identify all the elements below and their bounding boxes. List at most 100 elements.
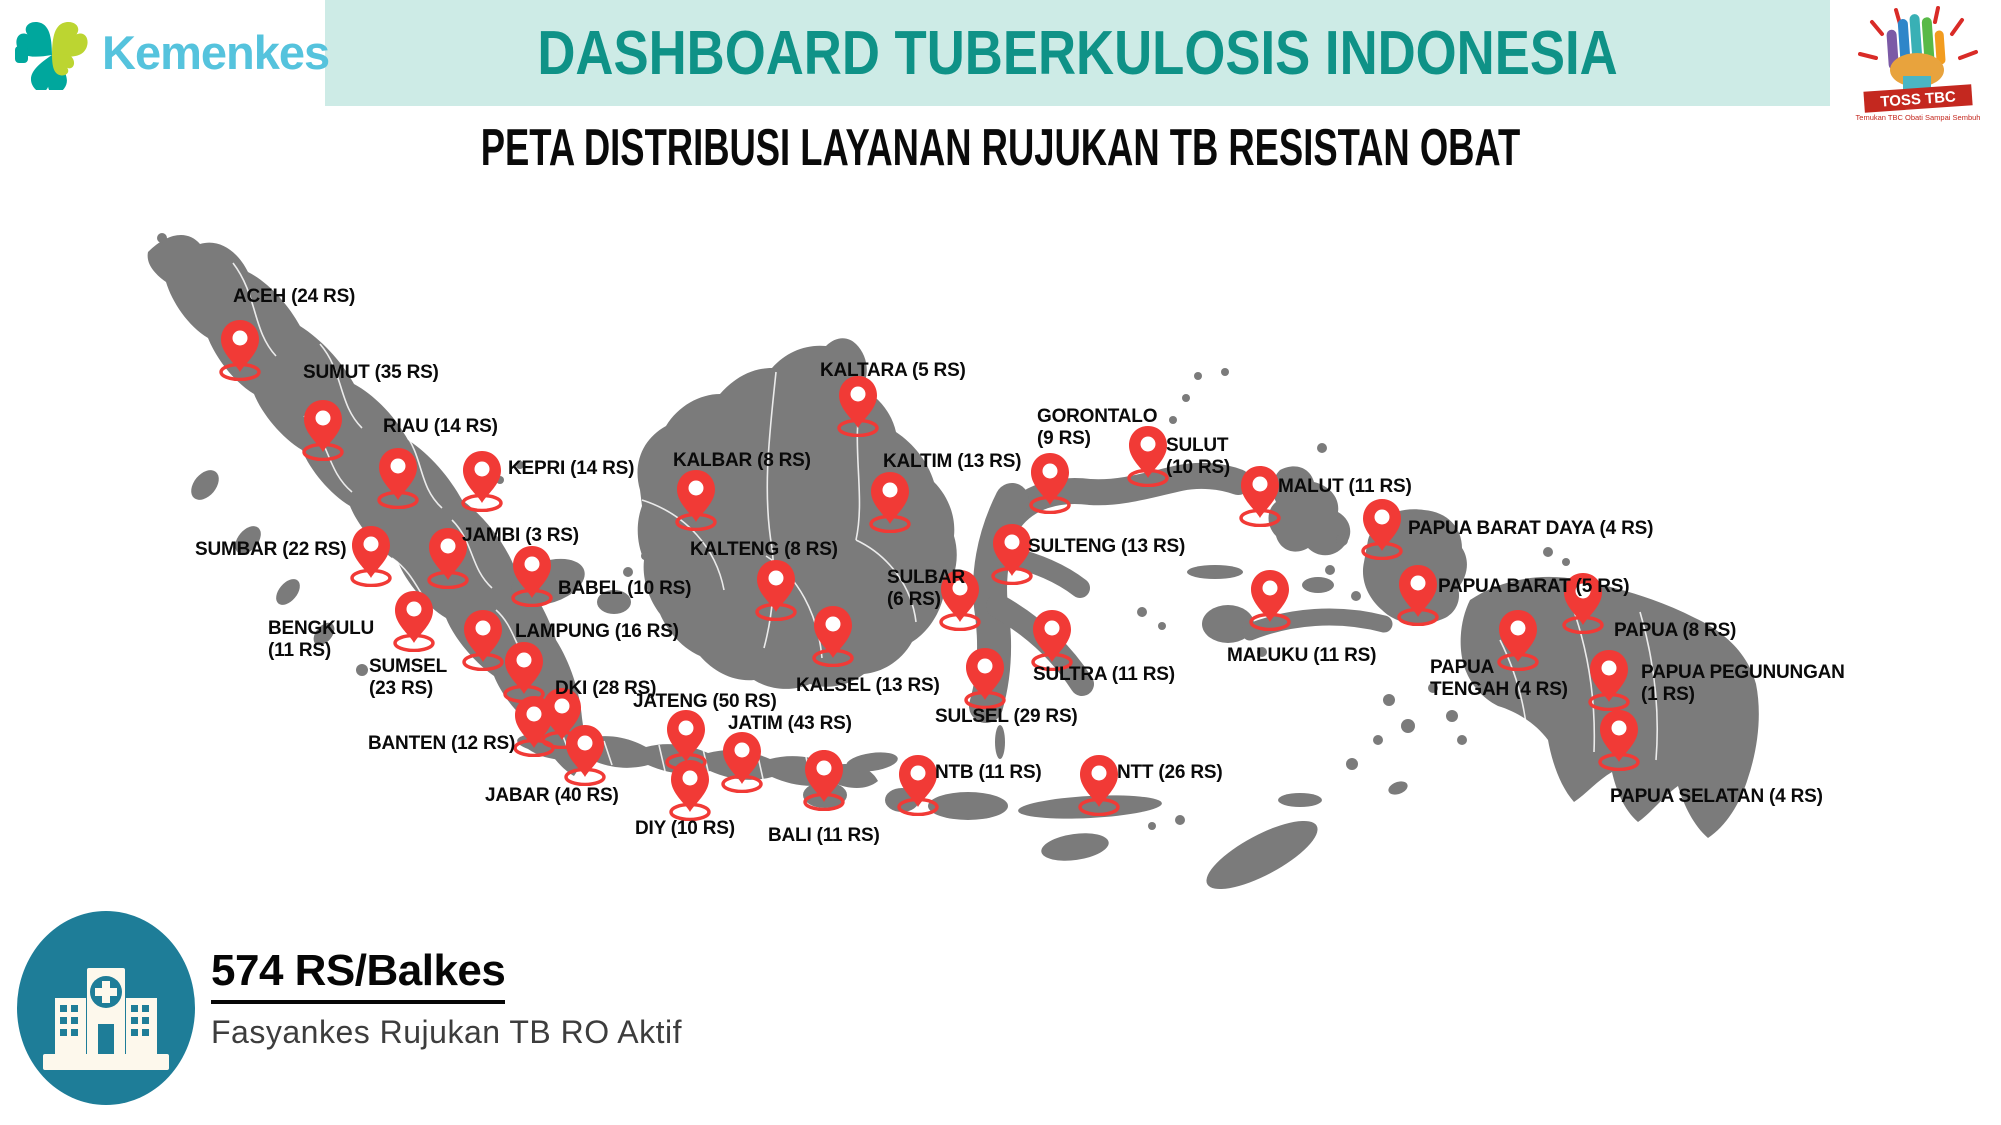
map-pin-icon xyxy=(869,472,911,534)
province-pin-sulut[interactable] xyxy=(1126,425,1170,488)
toss-tbc-slogan-text: Temukan TBC Obati Sampai Sembuh xyxy=(1856,113,1981,122)
province-label-kalbar: KALBAR (8 RS) xyxy=(673,450,811,471)
map-pin-icon xyxy=(665,710,707,772)
province-label-maluku: MALUKU (11 RS) xyxy=(1227,645,1377,666)
province-label-sumbar: SUMBAR (22 RS) xyxy=(195,539,347,560)
province-label-papua: PAPUA (8 RS) xyxy=(1614,620,1737,641)
province-label-jatim: JATIM (43 RS) xyxy=(728,713,852,734)
map-pin-icon xyxy=(377,448,419,510)
province-label-papua-barat: PAPUA BARAT (5 RS) xyxy=(1438,576,1630,597)
province-label-sumsel: SUMSEL (23 RS) xyxy=(369,656,447,699)
province-pin-aceh[interactable] xyxy=(218,319,262,382)
province-pin-ntb[interactable] xyxy=(896,754,940,817)
province-label-sulteng: SULTENG (13 RS) xyxy=(1028,536,1186,557)
province-pin-papua-pegunungan[interactable] xyxy=(1587,649,1631,712)
province-pin-babel[interactable] xyxy=(510,545,554,608)
province-label-kalteng: KALTENG (8 RS) xyxy=(690,539,838,560)
province-pin-papua-selatan[interactable] xyxy=(1597,709,1641,772)
province-pin-sulteng[interactable] xyxy=(990,523,1034,586)
map-pin-icon xyxy=(427,528,469,590)
map-pin-icon xyxy=(1249,570,1291,632)
map-pin-icon xyxy=(721,732,763,794)
province-pin-papua-barat[interactable] xyxy=(1396,564,1440,627)
map-pin-icon xyxy=(837,376,879,438)
province-pin-riau[interactable] xyxy=(376,447,420,510)
province-label-bengkulu: BENGKULU (11 RS) xyxy=(268,618,375,661)
map-pin-icon xyxy=(1029,453,1071,515)
province-label-ntt: NTT (26 RS) xyxy=(1117,762,1223,783)
province-pin-bengkulu[interactable] xyxy=(392,590,436,653)
province-pin-gorontalo[interactable] xyxy=(1028,452,1072,515)
province-pin-kepri[interactable] xyxy=(460,450,504,513)
province-label-kaltara: KALTARA (5 RS) xyxy=(820,360,966,381)
summary-card: 574 RS/Balkes Fasyankes Rujukan TB RO Ak… xyxy=(15,908,682,1108)
map-pin-icon xyxy=(1598,710,1640,772)
province-label-sumut: SUMUT (35 RS) xyxy=(303,362,439,383)
map-pin-icon xyxy=(1361,499,1403,561)
map-pin-icon xyxy=(669,760,711,822)
province-pin-jatim[interactable] xyxy=(720,731,764,794)
map-pin-icon xyxy=(1497,610,1539,672)
map-pin-icon xyxy=(803,750,845,812)
province-pin-sulbar[interactable] xyxy=(938,569,982,632)
province-pin-kalsel[interactable] xyxy=(811,605,855,668)
province-pin-bali[interactable] xyxy=(802,749,846,812)
province-label-sulut: SULUT (10 RS) xyxy=(1166,435,1231,478)
map-pin-icon xyxy=(755,560,797,622)
province-pin-banten[interactable] xyxy=(512,695,556,758)
page-title: DASHBOARD TUBERKULOSIS INDONESIA xyxy=(537,18,1618,88)
province-pin-jabar[interactable] xyxy=(563,724,607,787)
province-pin-kalbar[interactable] xyxy=(674,469,718,532)
map-pin-icon xyxy=(564,725,606,787)
province-pin-sumbar[interactable] xyxy=(349,525,393,588)
province-label-ntb: NTB (11 RS) xyxy=(935,762,1042,783)
toss-tbc-logo: TOSS TBC Temukan TBC Obati Sampai Sembuh xyxy=(1838,2,1998,124)
province-pin-jateng[interactable] xyxy=(664,709,708,772)
province-pin-sulsel[interactable] xyxy=(963,647,1007,710)
province-pin-sumsel[interactable] xyxy=(461,609,505,672)
province-pin-lampung[interactable] xyxy=(502,641,546,704)
province-pin-malut[interactable] xyxy=(1238,465,1282,528)
province-pin-papua[interactable] xyxy=(1561,572,1605,635)
province-pin-papua-barat-daya[interactable] xyxy=(1360,498,1404,561)
map-pin-icon xyxy=(350,526,392,588)
map-pin-icon xyxy=(219,320,261,382)
kemenkes-clover-icon xyxy=(14,16,88,90)
province-label-papua-pegunungan: PAPUA PEGUNUNGAN (1 RS) xyxy=(1641,662,1845,705)
map-pin-icon xyxy=(897,755,939,817)
province-label-kaltim: KALTIM (13 RS) xyxy=(883,451,1022,472)
province-label-riau: RIAU (14 RS) xyxy=(383,416,498,437)
province-pin-maluku[interactable] xyxy=(1248,569,1292,632)
total-facilities-value: 574 RS/Balkes xyxy=(211,946,506,1004)
province-pin-kalteng[interactable] xyxy=(754,559,798,622)
map-pin-icon xyxy=(503,642,545,704)
map-pin-icon xyxy=(1078,755,1120,817)
province-label-diy: DIY (10 RS) xyxy=(635,818,735,839)
map-subtitle-row: PETA DISTRIBUSI LAYANAN RUJUKAN TB RESIS… xyxy=(0,118,2001,178)
province-label-jabar: JABAR (40 RS) xyxy=(485,785,619,806)
map-pin-icon xyxy=(1031,610,1073,672)
province-pin-kaltim[interactable] xyxy=(868,471,912,534)
province-label-jambi: JAMBI (3 RS) xyxy=(462,525,579,546)
province-pin-ntt[interactable] xyxy=(1077,754,1121,817)
province-label-sulbar: SULBAR (6 RS) xyxy=(887,567,965,610)
map-pin-icon xyxy=(1588,650,1630,712)
province-label-bali: BALI (11 RS) xyxy=(768,825,880,846)
province-label-malut: MALUT (11 RS) xyxy=(1278,476,1412,497)
province-pin-diy[interactable] xyxy=(668,759,712,822)
toss-tbc-ribbon-text: TOSS TBC xyxy=(1880,88,1957,110)
province-pin-sumut[interactable] xyxy=(301,399,345,462)
province-label-babel: BABEL (10 RS) xyxy=(558,578,692,599)
province-pin-kaltara[interactable] xyxy=(836,375,880,438)
province-pin-jambi[interactable] xyxy=(426,527,470,590)
province-label-gorontalo: GORONTALO (9 RS) xyxy=(1037,406,1158,449)
province-label-lampung: LAMPUNG (16 RS) xyxy=(515,621,679,642)
map-pin-icon xyxy=(461,451,503,513)
hospital-badge-icon xyxy=(17,911,195,1105)
province-pin-sultra[interactable] xyxy=(1030,609,1074,672)
province-pin-papua-tengah[interactable] xyxy=(1496,609,1540,672)
map-pin-icon xyxy=(511,546,553,608)
map-pin-icon xyxy=(964,648,1006,710)
